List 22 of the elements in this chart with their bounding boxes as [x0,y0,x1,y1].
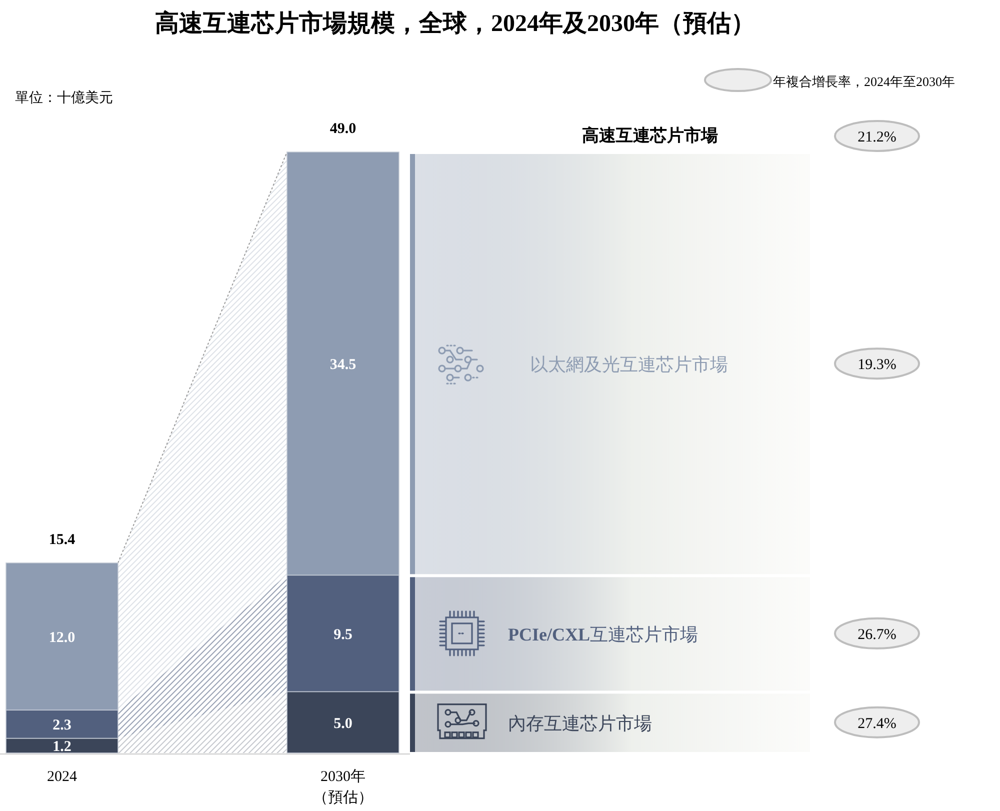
data-label: 2.3 [52,718,72,734]
legend: 以太網及光互連芯片市場 [410,154,728,574]
total-label: 49.0 [330,121,356,137]
data-label: 9.5 [334,626,352,643]
text: 27.4% [858,716,896,732]
data-label: 34.5 [330,357,356,374]
x-tick-label: 2030年（預估） [313,768,373,806]
data-label: 12.0 [48,630,76,646]
data-label: 1.2 [52,739,72,756]
legend: 內存互連芯片市場 [410,694,652,752]
text: 21.2% [858,130,896,146]
data-label: 5.0 [334,716,352,732]
legend-label: 內存互連芯片市場 [508,713,652,734]
text: 高速互連芯片市場 [582,126,718,146]
total-label: 15.4 [48,532,76,548]
legend-label: PCIe/CXL互連芯片市場 [508,624,698,646]
cagr-key: 年複合增長率，2024年至2030年 [704,68,955,92]
text: 單位：十億美元 [15,90,113,106]
text: 19.3% [858,357,896,374]
chart-title: 高速互連芯片市場規模，全球，2024年及2030年（預估） [155,9,755,37]
text: 26.7% [858,626,896,643]
x-tick-label: 2024 [47,769,78,785]
